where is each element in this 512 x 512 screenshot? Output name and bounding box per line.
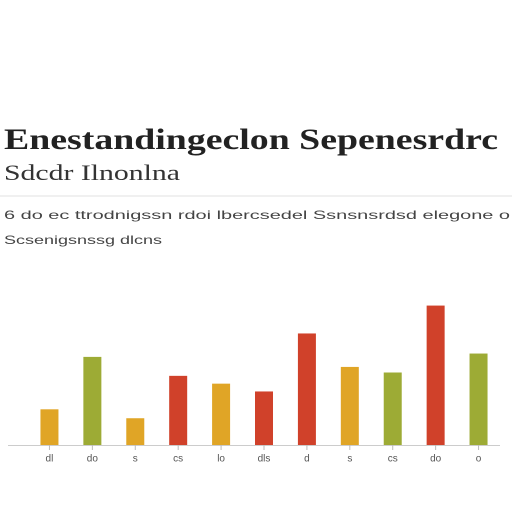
bar xyxy=(255,391,273,445)
x-tick-label: do xyxy=(87,454,99,465)
bar xyxy=(212,383,231,445)
x-tick-label: s xyxy=(347,454,352,465)
bar xyxy=(169,375,188,445)
x-tick-label: o xyxy=(476,454,482,465)
bar xyxy=(426,305,445,445)
x-tick-label: lo xyxy=(217,454,225,465)
x-tick-label: dl xyxy=(46,454,54,465)
x-tick-label: s xyxy=(133,454,138,465)
x-tick-label: do xyxy=(430,454,442,465)
bar xyxy=(469,353,488,445)
description: 6 do ec ttrodnigssn rdoi lbercsedel Ssns… xyxy=(4,208,511,222)
x-tick-label: d xyxy=(304,454,310,465)
bar xyxy=(126,418,145,445)
description: Scsenigsnssg dlcns xyxy=(4,233,162,247)
chart-title: Enestandingeclon Sepenesrdrc xyxy=(4,123,498,156)
bar xyxy=(340,366,359,445)
x-tick-label: cs xyxy=(173,454,183,465)
x-tick-label: cs xyxy=(388,454,398,465)
bar xyxy=(383,372,402,445)
chart-subtitle: Sdcdr Ilnonlna xyxy=(4,160,180,185)
x-tick-label: dls xyxy=(258,454,271,465)
bar xyxy=(83,356,102,445)
bar xyxy=(297,333,316,445)
bar xyxy=(40,409,59,445)
